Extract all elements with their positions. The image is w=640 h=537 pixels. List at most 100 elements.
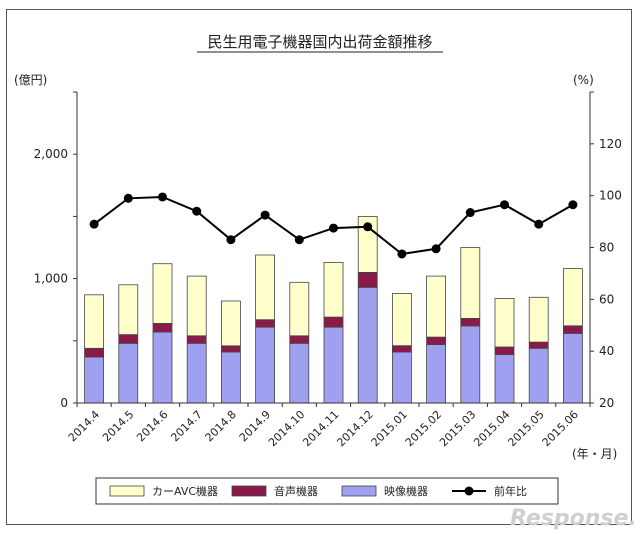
bar-2-1 bbox=[118, 284, 139, 335]
x-tick-label: 2014.10 bbox=[266, 408, 307, 449]
bar-0-14 bbox=[563, 332, 583, 404]
legend-label: 前年比 bbox=[494, 484, 527, 498]
bar-1-9 bbox=[391, 345, 412, 353]
right-tick-label: 20 bbox=[599, 396, 614, 410]
bar-1-14 bbox=[563, 325, 583, 334]
legend-swatch bbox=[109, 485, 145, 497]
line-point-6 bbox=[294, 235, 304, 245]
line-point-12 bbox=[500, 200, 509, 210]
x-tick-label: 2014.8 bbox=[203, 408, 239, 444]
x-tick-label: 2014.5 bbox=[100, 408, 136, 444]
line-point-7 bbox=[329, 223, 338, 233]
line-point-3 bbox=[192, 206, 202, 216]
right-axis-label: (%) bbox=[573, 73, 594, 87]
bar-2-2 bbox=[152, 263, 173, 324]
x-tick-label: 2015.04 bbox=[471, 408, 512, 449]
bar-0-3 bbox=[186, 342, 207, 404]
legend-swatch bbox=[341, 485, 377, 497]
x-axis-label: (年・月) bbox=[572, 447, 617, 461]
bar-1-5 bbox=[255, 319, 276, 328]
line-point-11 bbox=[465, 208, 475, 218]
x-tick-labels: 2014.42014.52014.62014.72014.82014.92014… bbox=[66, 408, 581, 449]
x-tick-label: 2015.03 bbox=[437, 408, 478, 449]
bar-1-6 bbox=[289, 335, 310, 344]
bar-1-13 bbox=[528, 341, 549, 349]
bar-2-13 bbox=[528, 296, 549, 343]
bar-1-10 bbox=[426, 336, 447, 346]
x-tick-label: 2015.01 bbox=[369, 408, 410, 449]
bar-1-7 bbox=[323, 316, 344, 328]
bar-0-13 bbox=[528, 347, 549, 404]
bar-2-5 bbox=[255, 254, 276, 321]
left-tick-label: 1,000 bbox=[34, 272, 68, 286]
right-tick-label: 40 bbox=[599, 344, 614, 358]
legend-label: カーAVC機器 bbox=[152, 484, 218, 498]
axes-group bbox=[73, 91, 594, 407]
bar-0-7 bbox=[323, 326, 344, 404]
line-series-group bbox=[89, 192, 578, 259]
bar-2-4 bbox=[220, 300, 241, 347]
bar-2-12 bbox=[494, 298, 515, 348]
bar-1-0 bbox=[84, 347, 104, 358]
line-point-14 bbox=[568, 200, 578, 210]
bar-2-3 bbox=[186, 275, 207, 337]
chart-title: 民生用電子機器国内出荷金額推移 bbox=[207, 33, 432, 51]
x-tick-label: 2015.02 bbox=[403, 408, 444, 449]
line-point-10 bbox=[431, 244, 441, 254]
bar-1-3 bbox=[186, 335, 207, 344]
bar-2-0 bbox=[84, 294, 104, 349]
bar-0-10 bbox=[426, 344, 447, 404]
line-point-1 bbox=[123, 193, 133, 203]
x-tick-label: 2014.4 bbox=[66, 408, 102, 444]
line-point-2 bbox=[158, 192, 167, 202]
right-tick-label: 120 bbox=[599, 137, 622, 151]
left-axis-label: (億円) bbox=[14, 73, 47, 87]
bar-0-2 bbox=[152, 331, 173, 404]
legend-swatch bbox=[231, 485, 267, 497]
x-tick-label: 2015.06 bbox=[540, 408, 581, 449]
legend-label: 映像機器 bbox=[384, 484, 428, 498]
bar-2-9 bbox=[391, 293, 412, 347]
bar-1-1 bbox=[118, 334, 139, 344]
bar-0-12 bbox=[494, 354, 515, 404]
right-tick-label: 100 bbox=[599, 189, 622, 203]
bar-2-7 bbox=[323, 261, 344, 318]
legend-label: 音声機器 bbox=[274, 484, 318, 498]
legend-swatch-marker bbox=[464, 486, 474, 496]
line-point-9 bbox=[397, 249, 407, 259]
bar-1-12 bbox=[494, 346, 515, 355]
bar-2-14 bbox=[563, 268, 583, 327]
line-point-8 bbox=[363, 222, 373, 232]
bar-1-2 bbox=[152, 322, 173, 333]
right-tick-labels: 20 40 60 80 100 120 bbox=[599, 137, 622, 410]
left-tick-labels: 0 1,000 2,000 bbox=[34, 147, 68, 410]
line-point-4 bbox=[226, 235, 236, 245]
legend: カーAVC機器 音声機器 映像機器 前年比 bbox=[109, 484, 527, 498]
bar-0-9 bbox=[391, 351, 412, 404]
bar-1-4 bbox=[220, 345, 241, 353]
right-tick-label: 80 bbox=[599, 241, 614, 255]
response-watermark: Response. bbox=[510, 506, 637, 531]
x-tick-label: 2014.7 bbox=[168, 408, 204, 444]
bar-1-11 bbox=[460, 317, 481, 327]
x-tick-label: 2014.11 bbox=[300, 408, 341, 449]
line-point-13 bbox=[534, 219, 544, 229]
chart-frame bbox=[6, 9, 632, 525]
bar-0-4 bbox=[220, 351, 241, 404]
line-point-0 bbox=[89, 219, 99, 229]
left-tick-label: 0 bbox=[60, 396, 68, 410]
bars-group bbox=[84, 215, 583, 404]
bar-0-6 bbox=[289, 342, 310, 404]
x-tick-label: 2014.12 bbox=[334, 408, 375, 449]
bar-0-8 bbox=[357, 286, 378, 404]
bar-0-11 bbox=[460, 325, 481, 404]
line-point-5 bbox=[260, 210, 270, 220]
left-tick-label: 2,000 bbox=[34, 147, 68, 161]
x-tick-label: 2014.6 bbox=[134, 408, 170, 444]
bar-0-0 bbox=[84, 356, 104, 404]
x-tick-label: 2015.05 bbox=[505, 408, 546, 449]
bar-0-5 bbox=[255, 326, 276, 404]
bar-1-8 bbox=[357, 271, 378, 288]
bar-2-6 bbox=[289, 281, 310, 337]
